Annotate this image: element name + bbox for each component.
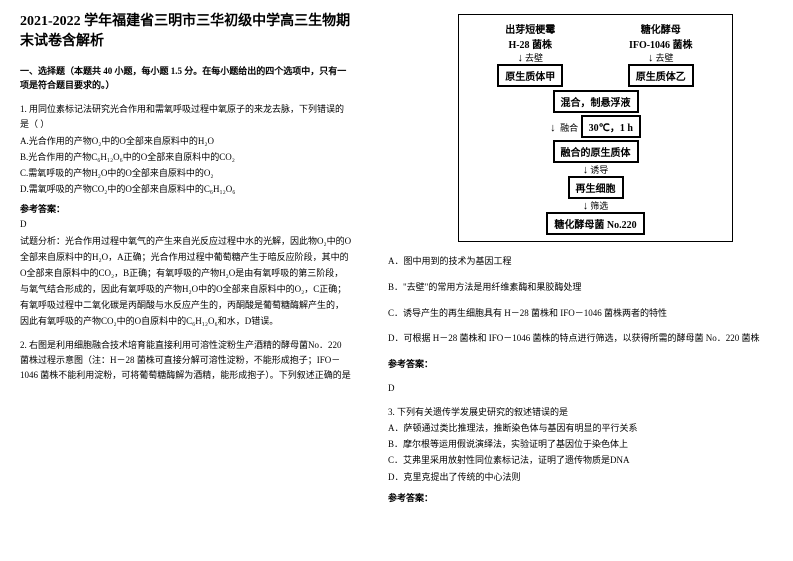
q3-option-c: C．艾弗里采用放射性同位素标记法，证明了遗传物质是DNA [388, 452, 764, 468]
top-left-line2: H-28 菌株 [465, 36, 596, 51]
top-right-line1: 糖化酵母 [596, 21, 727, 36]
diagram-top-right: 糖化酵母 IFO-1046 菌株 [596, 21, 727, 51]
doc-title: 2021-2022 学年福建省三明市三华初级中学高三生物期末试卷含解析 [20, 12, 352, 51]
fuse-label: 融合 [560, 123, 578, 133]
q2-option-c: C．诱导产生的再生细胞具有 H－28 菌株和 IFO－1046 菌株两者的特性 [388, 304, 764, 324]
top-left-line1: 出芽短梗霉 [465, 21, 596, 36]
select-label: 筛选 [590, 201, 608, 211]
q2-answer: D [388, 379, 764, 399]
q2-ref-label: 参考答案： [388, 355, 764, 375]
right-column: 出芽短梗霉 H-28 菌株 糖化酵母 IFO-1046 菌株 ↓去壁 ↓去壁 原… [360, 0, 780, 561]
question-1: 1. 用同位素标记法研究光合作用和需氧呼吸过程中氧原子的来龙去脉，下列错误的是（… [20, 102, 352, 329]
q1-ref-label: 参考答案： [20, 202, 352, 215]
arrow-icon: ↓ [550, 122, 556, 134]
q3-option-a: A．萨顿通过类比推理法，推断染色体与基因有明显的平行关系 [388, 420, 764, 436]
result-strain: 糖化酵母菌 No.220 [546, 212, 644, 235]
regen-cell: 再生细胞 [568, 176, 624, 199]
q1-option-b: B.光合作用的产物C₆H₁₂O₆中的O全部来自原料中的CO₂ [20, 149, 352, 165]
q2-option-d: D．可根据 H－28 菌株和 IFO－1046 菌株的特点进行筛选，以获得所需的… [388, 329, 764, 349]
remove-wall-left: 去壁 [525, 53, 543, 63]
top-right-line2: IFO-1046 菌株 [596, 36, 727, 51]
q2-stem: 2. 右图是利用细胞融合技术培育能直接利用可溶性淀粉生产酒精的酵母菌No．220… [20, 338, 352, 384]
q1-analysis: 试题分析：光合作用过程中氧气的产生来自光反应过程中水的光解，因此物O₂中的O全部… [20, 233, 352, 330]
induce-label: 诱导 [590, 165, 608, 175]
flow-diagram: 出芽短梗霉 H-28 菌株 糖化酵母 IFO-1046 菌株 ↓去壁 ↓去壁 原… [458, 14, 733, 242]
q3-stem: 3. 下列有关遗传学发展史研究的叙述错误的是 [388, 405, 764, 420]
q1-option-a: A.光合作用的产物O₂中的O全部来自原料中的H₂O [20, 133, 352, 149]
arrow-icon: ↓ [583, 164, 589, 176]
arrow-icon: ↓ [648, 52, 654, 64]
arrow-icon: ↓ [517, 52, 523, 64]
q3-option-b: B．摩尔根等运用假说演绎法，实验证明了基因位于染色体上 [388, 436, 764, 452]
diagram-top-left: 出芽短梗霉 H-28 菌株 [465, 21, 596, 51]
q2-option-b: B．"去壁"的常用方法是用纤维素酶和果胶酶处理 [388, 278, 764, 298]
protoplast-1: 原生质体甲 [497, 64, 563, 87]
q1-option-d: D.需氧呼吸的产物CO₂中的O全部来自原料中的C₆H₁₂O₆ [20, 181, 352, 197]
protoplast-2: 原生质体乙 [628, 64, 694, 87]
mix-step: 混合，制悬浮液 [553, 90, 639, 113]
page-root: 2021-2022 学年福建省三明市三华初级中学高三生物期末试卷含解析 一、选择… [0, 0, 793, 561]
question-2: 2. 右图是利用细胞融合技术培育能直接利用可溶性淀粉生产酒精的酵母菌No．220… [20, 338, 352, 384]
left-column: 2021-2022 学年福建省三明市三华初级中学高三生物期末试卷含解析 一、选择… [0, 0, 360, 561]
q3-option-d: D．克里克提出了传统的中心法则 [388, 469, 764, 485]
q1-option-c: C.需氧呼吸的产物H₂O中的O全部来自原料中的O₂ [20, 165, 352, 181]
arrow-icon: ↓ [583, 200, 589, 212]
section-heading: 一、选择题（本题共 40 小题，每小题 1.5 分。在每小题给出的四个选项中，只… [20, 65, 352, 92]
fuse-condition: 30℃，1 h [581, 115, 641, 138]
q1-stem: 1. 用同位素标记法研究光合作用和需氧呼吸过程中氧原子的来龙去脉，下列错误的是（… [20, 102, 352, 133]
q2-option-a: A．图中用到的技术为基因工程 [388, 252, 764, 272]
q1-answer: D [20, 219, 352, 229]
q2-options: A．图中用到的技术为基因工程 B．"去壁"的常用方法是用纤维素酶和果胶酶处理 C… [388, 252, 764, 399]
question-3: 3. 下列有关遗传学发展史研究的叙述错误的是 A．萨顿通过类比推理法，推断染色体… [388, 405, 764, 509]
q3-ref-label: 参考答案： [388, 489, 764, 509]
remove-wall-right: 去壁 [655, 53, 673, 63]
fused-protoplast: 融合的原生质体 [553, 140, 639, 163]
